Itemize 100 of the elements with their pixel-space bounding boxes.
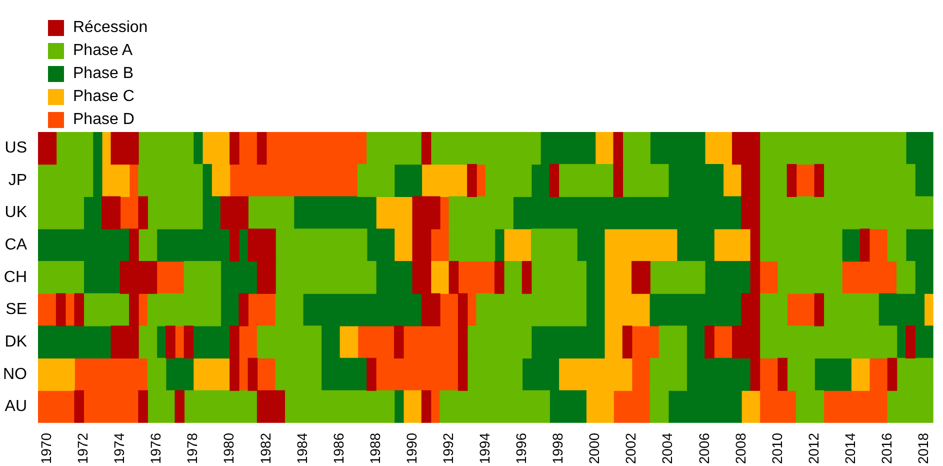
bar [887, 358, 898, 391]
bar [704, 326, 714, 359]
bar [714, 326, 733, 359]
x-tick-label: 1972 [74, 432, 91, 464]
bar [184, 390, 258, 423]
y-tick-label: US [4, 140, 27, 157]
bar [842, 228, 861, 262]
x-tick-label: 2016 [878, 432, 895, 464]
x-tick-label: 1988 [366, 432, 383, 464]
y-tick-label: NO [3, 366, 27, 383]
x-tick-label: 2018 [915, 432, 932, 464]
y-tick-label: CH [4, 268, 27, 286]
bar [814, 164, 824, 197]
x-tick-label: 2012 [805, 432, 822, 464]
bar [38, 132, 57, 165]
bar [778, 358, 788, 391]
bar [522, 260, 532, 294]
bar [174, 390, 185, 423]
bar [594, 132, 614, 165]
legend-label: Phase D [73, 110, 134, 130]
x-tick-label: 1984 [294, 432, 310, 464]
bar [786, 164, 797, 197]
bar [814, 358, 852, 391]
legend-label: Phase C [73, 87, 134, 107]
bar [83, 293, 130, 326]
bar [467, 164, 477, 197]
x-tick-label: 2000 [586, 432, 602, 464]
x-tick-label: 1974 [111, 432, 128, 464]
bar [38, 326, 112, 359]
bar [230, 132, 240, 165]
bar [650, 260, 706, 294]
bar [759, 260, 778, 294]
bar [421, 164, 468, 197]
bar [494, 228, 504, 262]
x-tick-label: 1996 [513, 432, 530, 464]
bar [138, 390, 148, 423]
bar [192, 132, 203, 165]
bar [814, 293, 824, 326]
legend-label: Phase B [73, 64, 134, 84]
y-tick-label: CA [4, 236, 28, 254]
bar [184, 326, 194, 359]
x-tick-label: 1978 [184, 432, 200, 464]
bar [714, 228, 751, 262]
bar [74, 293, 84, 326]
bar [850, 358, 870, 391]
x-tick-label: 1992 [440, 432, 456, 464]
bar [906, 326, 916, 359]
bar [494, 260, 504, 294]
x-tick-label: 2002 [622, 432, 639, 464]
x-tick-label: 1986 [330, 432, 346, 464]
bar [549, 164, 560, 197]
bar [394, 164, 422, 197]
bar [394, 326, 404, 359]
y-tick-label: DK [4, 333, 28, 350]
x-tick-label: 1998 [550, 432, 566, 464]
x-tick-label: 1982 [257, 432, 274, 464]
x-tick-label: 1990 [403, 432, 420, 464]
bar [38, 260, 84, 294]
y-tick-label: SE [6, 301, 27, 318]
bar [192, 358, 230, 391]
bar [38, 358, 75, 391]
bar [366, 358, 376, 391]
bar [558, 164, 614, 197]
bar [622, 326, 632, 359]
y-tick-label: UK [4, 204, 28, 222]
bar [430, 260, 450, 294]
bar [74, 390, 84, 423]
bar [256, 132, 267, 165]
bar [38, 390, 75, 423]
x-tick-label: 1970 [38, 432, 54, 464]
y-tick-label: JP [8, 172, 27, 189]
bar [504, 228, 532, 262]
bar [421, 390, 432, 423]
x-tick-label: 2008 [732, 432, 748, 464]
x-tick-label: 2014 [842, 432, 858, 464]
x-tick-label: 1980 [220, 432, 237, 464]
bar [394, 390, 404, 423]
y-tick-label: AU [4, 398, 27, 416]
bar [860, 228, 870, 262]
bar [403, 390, 422, 423]
bar [102, 196, 121, 230]
bar [166, 326, 176, 359]
bar [56, 293, 66, 326]
bar [38, 293, 57, 326]
bar [796, 164, 815, 197]
x-tick-label: 2006 [696, 432, 712, 464]
x-tick-label: 1976 [148, 432, 164, 464]
bar [339, 326, 358, 359]
x-tick-label: 2010 [768, 432, 785, 464]
legend-label: Phase A [73, 41, 133, 61]
x-tick-label: 1994 [476, 432, 493, 464]
bar [166, 358, 194, 391]
bar [786, 293, 815, 326]
bar [421, 132, 432, 165]
bar [156, 260, 185, 294]
bar [741, 390, 760, 423]
legend-label: Récession [73, 18, 148, 38]
bar [110, 132, 139, 165]
bar [632, 260, 650, 294]
x-tick-label: 2004 [659, 432, 676, 464]
